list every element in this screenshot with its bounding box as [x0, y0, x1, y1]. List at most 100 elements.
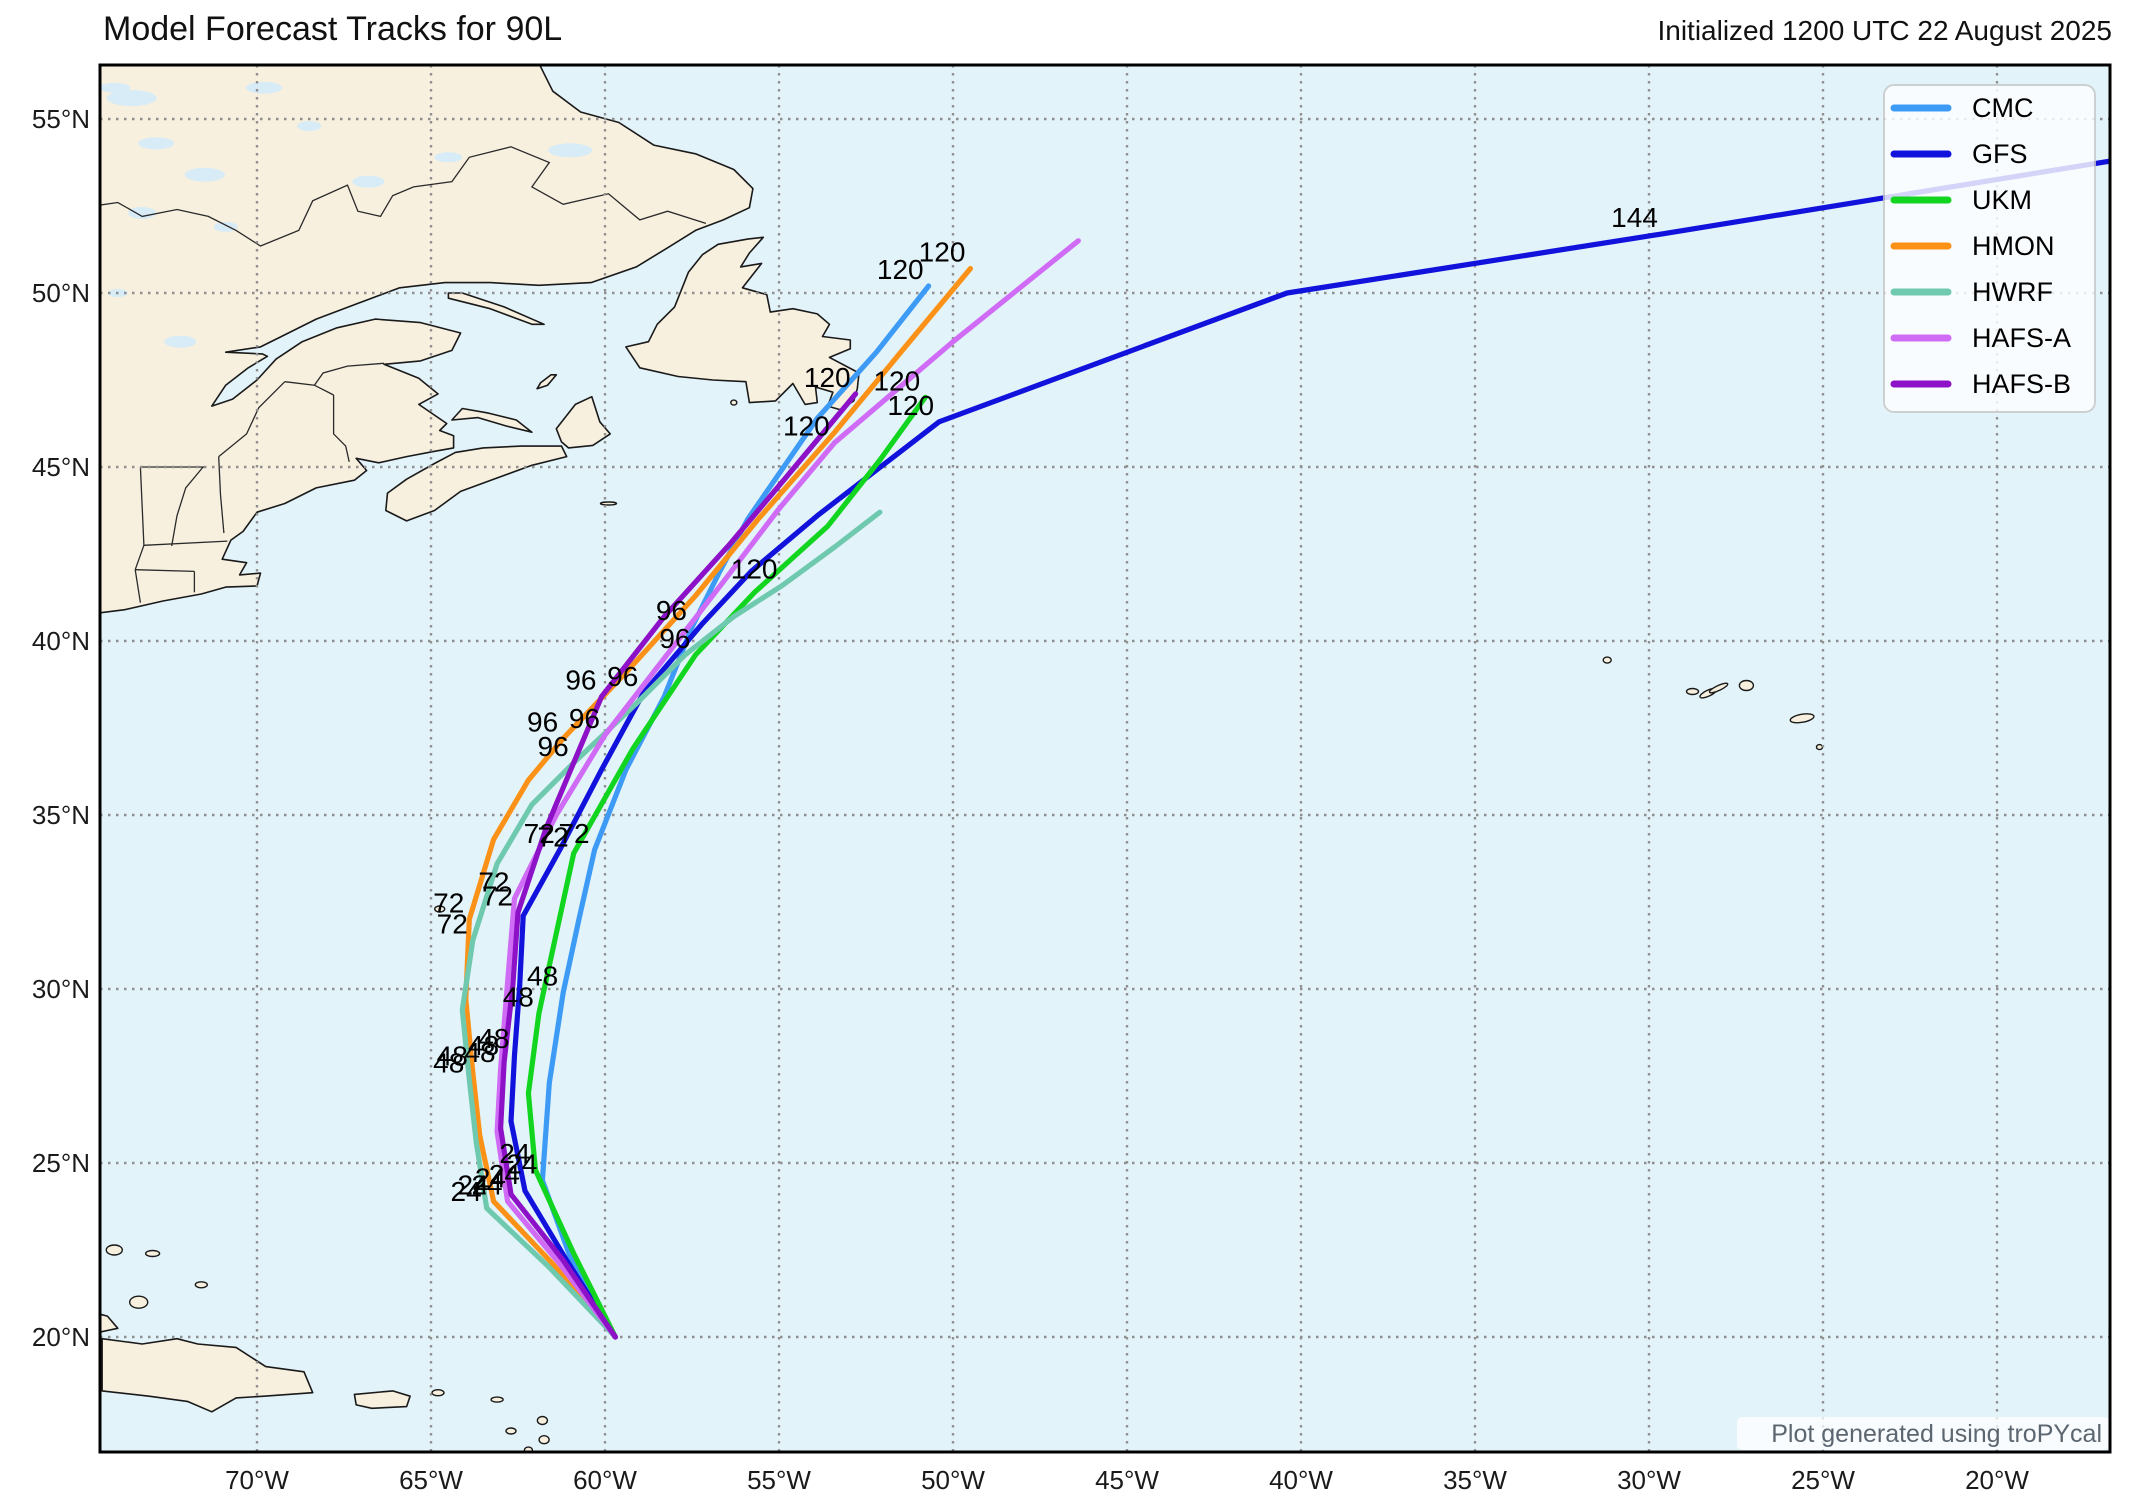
- small-island: [431, 1388, 445, 1397]
- lat-tick-label: 40°N: [32, 626, 90, 656]
- legend: CMC GFS UKM HMON HWRF HAFS-A HAFS-B: [1883, 84, 2096, 413]
- small-island: [599, 501, 618, 506]
- lake: [297, 121, 322, 131]
- hour-label-hwrf-24: 24: [451, 1176, 482, 1207]
- hour-label-ukm-24: 24: [499, 1138, 530, 1169]
- lon-tick-label: 20°W: [1965, 1465, 2029, 1495]
- hour-label-hwrf-72: 72: [437, 908, 468, 939]
- landmass: [536, 374, 558, 390]
- legend-label-cmc: CMC: [1972, 93, 2034, 123]
- lon-tick-label: 60°W: [573, 1465, 637, 1495]
- track-line-hafs-a: [494, 238, 1081, 1340]
- hour-label-gfs-48: 48: [478, 1023, 509, 1054]
- latitude-axis: 55°N 50°N 45°N 40°N 35°N 30°N 25°N 20°N: [32, 104, 90, 1352]
- hour-label-cmc-72: 72: [558, 818, 589, 849]
- lon-tick-label: 55°W: [747, 1465, 811, 1495]
- lat-tick-label: 25°N: [32, 1148, 90, 1178]
- hour-label-hwrf-96: 96: [538, 731, 569, 762]
- landmass: [100, 1313, 119, 1333]
- hour-label-hafs-a-96: 96: [569, 703, 600, 734]
- border-line: [218, 381, 286, 458]
- legend-label-hafs-b: HAFS-B: [1972, 369, 2071, 399]
- hour-label-cmc-120: 120: [877, 254, 924, 285]
- border-line: [332, 395, 350, 462]
- hour-label-ukm-48: 48: [503, 981, 534, 1012]
- small-island: [1836, 1454, 1844, 1460]
- track-line-ukm: [525, 394, 928, 1340]
- hour-label-hafs-b-24: 24: [475, 1162, 506, 1193]
- small-island: [1815, 743, 1824, 751]
- hour-label-hwrf-120: 120: [731, 553, 778, 584]
- track-line-hmon: [463, 266, 973, 1340]
- legend-background: [1883, 84, 2096, 413]
- landmass: [385, 445, 568, 522]
- lake: [100, 82, 131, 93]
- hour-label-gfs-120: 120: [887, 390, 934, 421]
- map-canvas: 24 48 72 96 120 24 48 72 96 120 144 24 48 72 96 120 24 48…: [100, 65, 2110, 1460]
- hour-label-gfs-144: 144: [1611, 202, 1658, 233]
- small-island: [730, 399, 738, 406]
- longitude-axis: 70°W 65°W 60°W 55°W 50°W 45°W 40°W 35°W 30°W 25°W…: [225, 1465, 2029, 1495]
- lon-tick-label: 70°W: [225, 1465, 289, 1495]
- lake: [434, 152, 463, 163]
- hour-label-hafs-b-120: 120: [804, 362, 851, 393]
- hour-label-ukm-72: 72: [538, 821, 569, 852]
- track-line-hwrf: [459, 509, 883, 1340]
- legend-label-gfs: GFS: [1972, 139, 2028, 169]
- init-time-label: Initialized 1200 UTC 22 August 2025: [1657, 15, 2112, 46]
- ocean-background: [100, 65, 2110, 1452]
- landmass: [625, 236, 860, 411]
- hour-label-hmon-120: 120: [919, 237, 966, 268]
- hour-label-ukm-120: 120: [873, 365, 920, 396]
- border-line: [134, 569, 142, 603]
- lake: [246, 81, 282, 94]
- lakes: [100, 81, 593, 348]
- landmass: [555, 395, 611, 449]
- plot-title: Model Forecast Tracks for 90L: [103, 10, 562, 48]
- landmass: [447, 292, 545, 326]
- small-island: [1738, 679, 1755, 692]
- lat-tick-label: 45°N: [32, 452, 90, 482]
- lon-tick-label: 45°W: [1095, 1465, 1159, 1495]
- lat-tick-label: 20°N: [32, 1322, 90, 1352]
- landmass: [451, 407, 533, 433]
- lake: [138, 137, 175, 150]
- landmass: [353, 1390, 411, 1410]
- hour-label-hafs-b-48: 48: [468, 1030, 499, 1061]
- small-island: [536, 1415, 549, 1426]
- border-line: [135, 569, 195, 573]
- landmass: [100, 65, 754, 614]
- hour-label-hafs-a-24: 24: [471, 1169, 502, 1200]
- small-island: [490, 1396, 504, 1403]
- hour-label-gfs-24: 24: [489, 1159, 520, 1190]
- lon-tick-label: 40°W: [1269, 1465, 1333, 1495]
- legend-label-hwrf: HWRF: [1972, 277, 2053, 307]
- plot-frame: [98, 63, 2112, 1454]
- legend-label-hafs-a: HAFS-A: [1972, 323, 2071, 353]
- lake: [548, 143, 593, 158]
- hour-label-hmon-72: 72: [433, 887, 464, 918]
- landmasses: [100, 65, 1844, 1460]
- border-line: [218, 456, 225, 534]
- lat-tick-label: 35°N: [32, 800, 90, 830]
- small-island: [1708, 682, 1729, 694]
- border-line: [100, 146, 707, 247]
- hour-label-hafs-a-48: 48: [464, 1037, 495, 1068]
- hour-label-gfs-72: 72: [524, 818, 555, 849]
- hour-label-hmon-24: 24: [457, 1169, 488, 1200]
- hour-label-hafs-b-72: 72: [482, 880, 513, 911]
- track-line-hafs-b: [498, 391, 859, 1340]
- small-island: [505, 1427, 517, 1435]
- small-island: [194, 1281, 209, 1289]
- hour-label-hmon-96: 96: [527, 706, 558, 737]
- lat-tick-label: 55°N: [32, 104, 90, 134]
- hour-label-hafs-a-120: 120: [783, 411, 830, 442]
- small-island: [1602, 656, 1612, 664]
- small-island: [144, 1249, 161, 1258]
- lake: [352, 175, 385, 188]
- lon-tick-label: 65°W: [399, 1465, 463, 1495]
- hour-label-cmc-48: 48: [527, 961, 558, 992]
- model-tracks: [459, 158, 2110, 1340]
